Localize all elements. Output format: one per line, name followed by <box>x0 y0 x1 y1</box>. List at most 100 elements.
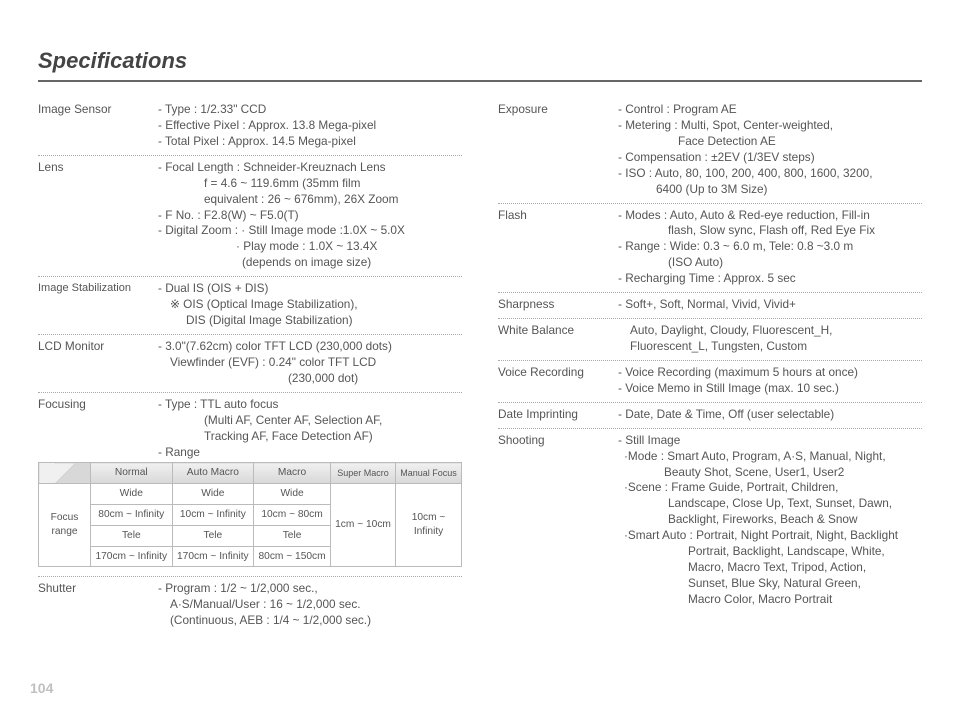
left-column: Image Sensor - Type : 1/2.33" CCD - Effe… <box>38 98 462 634</box>
focus-table-wrap: Normal Auto Macro Macro Super Macro Manu… <box>38 462 462 577</box>
table-header: Normal <box>91 463 173 484</box>
spec-value: - Control : Program AE - Metering : Mult… <box>618 102 922 198</box>
spec-value: - 3.0"(7.62cm) color TFT LCD (230,000 do… <box>158 339 462 387</box>
spec-label: Exposure <box>498 102 618 198</box>
line: equivalent : 26 ~ 676mm), 26X Zoom <box>158 192 462 208</box>
spec-value: - Type : TTL auto focus (Multi AF, Cente… <box>158 397 462 461</box>
line: Macro Color, Macro Portrait <box>618 592 922 608</box>
line: - ISO : Auto, 80, 100, 200, 400, 800, 16… <box>618 166 922 182</box>
page: Specifications Image Sensor - Type : 1/2… <box>0 0 954 720</box>
line: - Compensation : ±2EV (1/3EV steps) <box>618 150 922 166</box>
spec-label: Lens <box>38 160 158 271</box>
line: - Recharging Time : Approx. 5 sec <box>618 271 922 287</box>
spec-shooting: Shooting - Still Image ·Mode : Smart Aut… <box>498 429 922 613</box>
line: · Play mode : 1.0X ~ 13.4X <box>158 239 462 255</box>
cell: Tele <box>91 525 173 546</box>
line: ·Scene : Frame Guide, Portrait, Children… <box>618 480 922 496</box>
cell: 80cm ~ Infinity <box>91 504 173 525</box>
focus-table: Normal Auto Macro Macro Super Macro Manu… <box>38 462 462 567</box>
line: flash, Slow sync, Flash off, Red Eye Fix <box>618 223 922 239</box>
line: Sunset, Blue Sky, Natural Green, <box>618 576 922 592</box>
line: - F No. : F2.8(W) ~ F5.0(T) <box>158 208 462 224</box>
line: Viewfinder (EVF) : 0.24" color TFT LCD <box>158 355 462 371</box>
spec-label: Shutter <box>38 581 158 629</box>
spec-value: - Soft+, Soft, Normal, Vivid, Vivid+ <box>618 297 922 313</box>
line: - Metering : Multi, Spot, Center-weighte… <box>618 118 922 134</box>
line: - Digital Zoom : · Still Image mode :1.0… <box>158 223 462 239</box>
line: Macro, Macro Text, Tripod, Action, <box>618 560 922 576</box>
spec-value: - Focal Length : Schneider-Kreuznach Len… <box>158 160 462 271</box>
line: A·S/Manual/User : 16 ~ 1/2,000 sec. <box>158 597 462 613</box>
line: ·Mode : Smart Auto, Program, A·S, Manual… <box>618 449 922 465</box>
line: - Modes : Auto, Auto & Red-eye reduction… <box>618 208 922 224</box>
spec-label: Date Imprinting <box>498 407 618 423</box>
line: - Type : 1/2.33" CCD <box>158 102 462 118</box>
spec-value: - Date, Date & Time, Off (user selectabl… <box>618 407 922 423</box>
text: Focus <box>51 512 79 523</box>
spec-label: Voice Recording <box>498 365 618 397</box>
spec-label: Image Sensor <box>38 102 158 150</box>
line: f = 4.6 ~ 119.6mm (35mm film <box>158 176 462 192</box>
text: 10cm ~ <box>412 512 446 523</box>
line: - Total Pixel : Approx. 14.5 Mega-pixel <box>158 134 462 150</box>
spec-shutter: Shutter - Program : 1/2 ~ 1/2,000 sec., … <box>38 577 462 634</box>
line: - Program : 1/2 ~ 1/2,000 sec., <box>158 581 462 597</box>
line: (depends on image size) <box>158 255 462 271</box>
table-header: Macro <box>254 463 331 484</box>
cell: 80cm ~ 150cm <box>254 546 331 567</box>
spec-exposure: Exposure - Control : Program AE - Meteri… <box>498 98 922 204</box>
spec-label: Sharpness <box>498 297 618 313</box>
spec-label: Image Stabilization <box>38 281 158 329</box>
spec-label: Flash <box>498 208 618 288</box>
cell: 10cm ~ Infinity <box>172 504 254 525</box>
spec-value: - Modes : Auto, Auto & Red-eye reduction… <box>618 208 922 288</box>
spec-focusing: Focusing - Type : TTL auto focus (Multi … <box>38 393 462 461</box>
cell: 170cm ~ Infinity <box>91 546 173 567</box>
columns: Image Sensor - Type : 1/2.33" CCD - Effe… <box>38 98 922 634</box>
line: - Range <box>158 445 462 461</box>
cell: Wide <box>254 484 331 505</box>
line: - Date, Date & Time, Off (user selectabl… <box>618 407 922 423</box>
line: - Soft+, Soft, Normal, Vivid, Vivid+ <box>618 297 922 313</box>
line: ·Smart Auto : Portrait, Night Portrait, … <box>618 528 922 544</box>
spec-value: - Still Image ·Mode : Smart Auto, Progra… <box>618 433 922 608</box>
page-number: 104 <box>30 680 53 696</box>
line: - Still Image <box>618 433 922 449</box>
table-header: Auto Macro <box>172 463 254 484</box>
line: - Dual IS (OIS + DIS) <box>158 281 462 297</box>
line: - Focal Length : Schneider-Kreuznach Len… <box>158 160 462 176</box>
line: 6400 (Up to 3M Size) <box>618 182 922 198</box>
line: Tracking AF, Face Detection AF) <box>158 429 462 445</box>
page-title: Specifications <box>38 48 922 82</box>
spec-white-balance: White Balance Auto, Daylight, Cloudy, Fl… <box>498 319 922 361</box>
table-row: Normal Auto Macro Macro Super Macro Manu… <box>39 463 462 484</box>
cell: Tele <box>172 525 254 546</box>
line: Auto, Daylight, Cloudy, Fluorescent_H, <box>618 323 922 339</box>
spec-date: Date Imprinting - Date, Date & Time, Off… <box>498 403 922 429</box>
spec-value: Auto, Daylight, Cloudy, Fluorescent_H, F… <box>618 323 922 355</box>
line: - Control : Program AE <box>618 102 922 118</box>
spec-flash: Flash - Modes : Auto, Auto & Red-eye red… <box>498 204 922 294</box>
right-column: Exposure - Control : Program AE - Meteri… <box>498 98 922 634</box>
line: Fluorescent_L, Tungsten, Custom <box>618 339 922 355</box>
spec-label: White Balance <box>498 323 618 355</box>
cell: 10cm ~ Infinity <box>396 484 462 567</box>
line: - Range : Wide: 0.3 ~ 6.0 m, Tele: 0.8 ~… <box>618 239 922 255</box>
spec-image-stabilization: Image Stabilization - Dual IS (OIS + DIS… <box>38 277 462 335</box>
line: Beauty Shot, Scene, User1, User2 <box>618 465 922 481</box>
side-label: Focus range <box>39 484 91 567</box>
line: (ISO Auto) <box>618 255 922 271</box>
table-header: Manual Focus <box>396 463 462 484</box>
line: - 3.0"(7.62cm) color TFT LCD (230,000 do… <box>158 339 462 355</box>
spec-label: LCD Monitor <box>38 339 158 387</box>
spec-value: - Type : 1/2.33" CCD - Effective Pixel :… <box>158 102 462 150</box>
line: (Continuous, AEB : 1/4 ~ 1/2,000 sec.) <box>158 613 462 629</box>
text: Infinity <box>414 526 443 537</box>
line: Face Detection AE <box>618 134 922 150</box>
spec-lcd-monitor: LCD Monitor - 3.0"(7.62cm) color TFT LCD… <box>38 335 462 393</box>
line: ※ OIS (Optical Image Stabilization), <box>158 297 462 313</box>
spec-image-sensor: Image Sensor - Type : 1/2.33" CCD - Effe… <box>38 98 462 156</box>
spec-value: - Dual IS (OIS + DIS) ※ OIS (Optical Ima… <box>158 281 462 329</box>
line: - Voice Memo in Still Image (max. 10 sec… <box>618 381 922 397</box>
spec-lens: Lens - Focal Length : Schneider-Kreuznac… <box>38 156 462 277</box>
